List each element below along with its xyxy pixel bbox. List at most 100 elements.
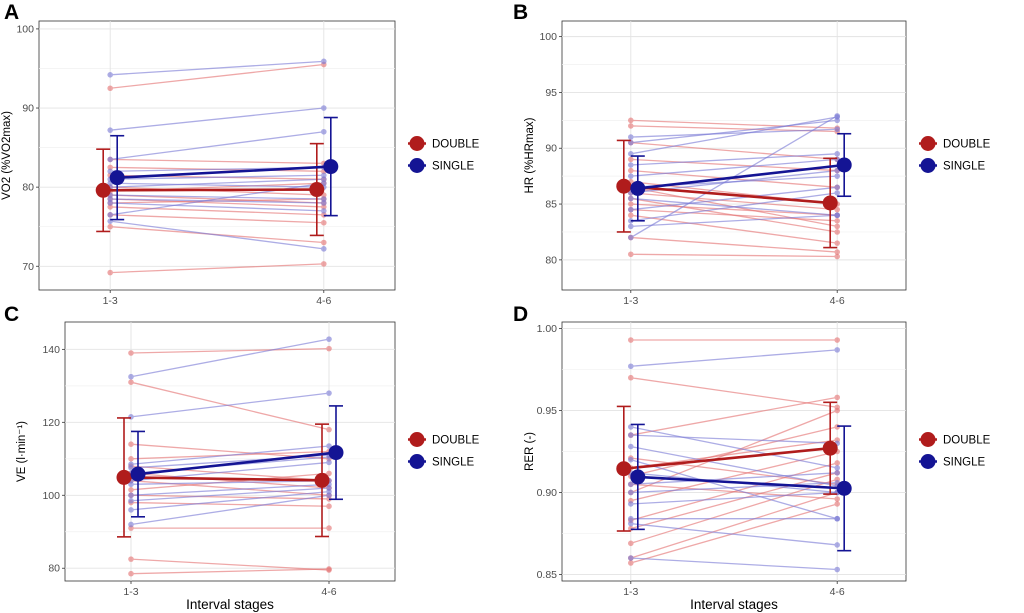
mean-point (836, 480, 852, 496)
individual-single (628, 520, 840, 548)
individual-line (630, 503, 838, 564)
mean-point (822, 440, 838, 456)
individual-point (628, 432, 634, 438)
individual-double (128, 345, 332, 356)
x-tick-label: 4-6 (830, 295, 845, 307)
mean-line (637, 475, 845, 490)
individual-point (628, 134, 634, 140)
individual-point (321, 208, 327, 214)
individual-line (630, 119, 838, 129)
individual-line (110, 198, 324, 204)
individual-line (630, 186, 838, 211)
individual-single (107, 176, 327, 190)
y-axis-title: VE (l·min⁻¹) (16, 421, 28, 482)
individual-line (630, 491, 838, 559)
mean-line (103, 188, 317, 192)
individual-line (630, 472, 838, 485)
mean-point (630, 469, 646, 485)
individual-line (130, 445, 330, 465)
mean-line (137, 451, 337, 476)
individual-point (834, 347, 840, 353)
individual-point (107, 127, 113, 133)
individual-single (628, 126, 840, 140)
individual-line (630, 119, 838, 144)
individual-line (130, 494, 330, 500)
legend-label: DOUBLE (943, 139, 991, 151)
individual-point (834, 223, 840, 230)
individual-line (110, 107, 324, 131)
individual-point (128, 507, 134, 513)
y-tick-label: 90 (22, 103, 34, 115)
individual-double (107, 261, 327, 276)
individual-point (834, 542, 840, 548)
individual-line (110, 158, 324, 165)
individual-line (130, 483, 330, 496)
panel-c: 80 100 120 140 1-3 4-6 DOUBLE SINGLE VE (l·min⁻¹… (4, 303, 480, 612)
legend-item-single: SINGLE (919, 158, 986, 173)
individual-point (834, 184, 840, 191)
individual-point (628, 424, 634, 430)
individual-line (110, 198, 324, 208)
individual-line (630, 434, 838, 444)
individual-single (628, 212, 840, 230)
individual-line (110, 63, 324, 89)
individual-double (628, 501, 840, 566)
legend-label: SINGLE (432, 457, 475, 469)
mean-line (623, 184, 831, 205)
individual-point (834, 253, 840, 260)
individual-point (834, 229, 840, 235)
individual-line (110, 60, 324, 76)
mean-point (323, 159, 339, 175)
mean-double (616, 401, 838, 532)
mean-point (616, 461, 632, 477)
individual-point (834, 337, 840, 343)
individual-point (628, 501, 634, 507)
individual-line (630, 377, 838, 408)
y-tick-label: 140 (42, 344, 60, 356)
individual-line (630, 214, 838, 228)
individual-point (321, 128, 327, 135)
individual-point (834, 394, 840, 401)
individual-point (128, 556, 134, 562)
individual-point (834, 407, 840, 414)
legend-key-point (920, 158, 936, 173)
individual-point (834, 465, 840, 471)
panel-d: 0.85 0.90 0.95 1.00 1-3 4-6 DOUBLE SINGLE RER (-… (513, 303, 991, 612)
x-tick-label: 4-6 (830, 586, 845, 598)
x-axis-title: Interval stages (186, 597, 274, 612)
individual-point (834, 151, 840, 157)
individual-single (128, 336, 332, 380)
panel-a: 70 80 90 100 1-3 4-6 DOUBLE SINGLE VO2 (%VO2max)… (1, 1, 480, 307)
individual-single (128, 390, 332, 420)
individual-line (630, 462, 838, 521)
plot-area (38, 20, 396, 291)
individual-point (321, 105, 327, 111)
individual-line (630, 236, 838, 253)
mean-point (630, 180, 646, 196)
individual-point (321, 261, 327, 267)
individual-line (110, 263, 324, 274)
individual-single (628, 555, 840, 573)
legend-key-point (920, 432, 936, 447)
individual-line (130, 381, 330, 431)
individual-point (326, 336, 332, 342)
individual-line (110, 182, 324, 188)
individual-line (630, 557, 838, 571)
individual-point (107, 223, 113, 230)
individual-point (326, 426, 332, 433)
individual-point (628, 167, 634, 174)
individual-point (128, 492, 134, 499)
individual-point (834, 470, 840, 476)
mean-line (123, 476, 323, 482)
individual-point (628, 363, 634, 370)
individual-line (630, 192, 838, 211)
individual-point (628, 117, 634, 124)
individual-line (630, 253, 838, 258)
legend-label: DOUBLE (943, 435, 991, 447)
individual-point (321, 239, 327, 246)
individual-line (630, 396, 838, 436)
individual-point (326, 525, 332, 531)
y-tick-label: 80 (48, 563, 60, 575)
mean-point (95, 182, 111, 198)
individual-point (321, 219, 327, 226)
